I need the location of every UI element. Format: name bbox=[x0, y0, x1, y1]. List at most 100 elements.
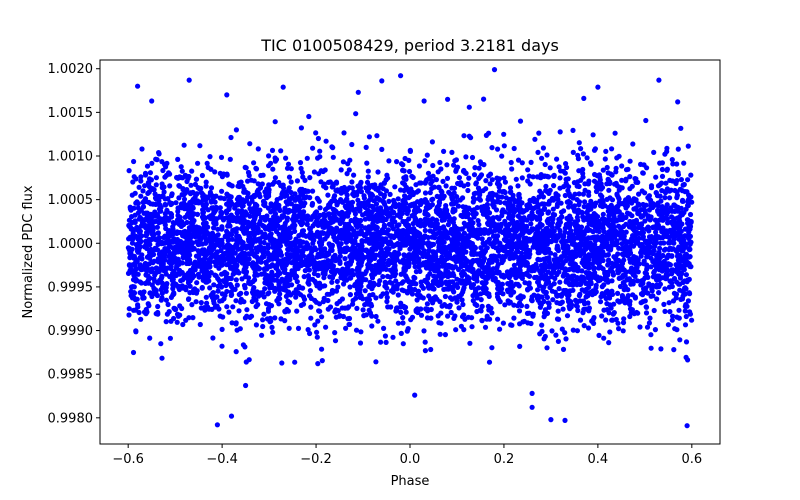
data-point bbox=[178, 278, 184, 284]
data-point bbox=[576, 202, 582, 208]
data-point bbox=[163, 202, 169, 208]
data-point bbox=[438, 310, 444, 316]
data-point bbox=[349, 141, 355, 148]
data-point bbox=[552, 252, 558, 258]
data-point bbox=[350, 301, 356, 307]
data-point bbox=[560, 346, 567, 352]
data-point bbox=[331, 234, 337, 240]
data-point bbox=[153, 182, 159, 188]
data-point bbox=[684, 279, 690, 285]
data-point bbox=[607, 329, 613, 335]
data-point bbox=[142, 280, 149, 286]
data-point bbox=[226, 309, 232, 315]
data-point bbox=[574, 197, 580, 203]
data-point bbox=[664, 148, 670, 155]
data-point bbox=[455, 164, 461, 170]
data-point bbox=[395, 196, 401, 202]
data-point bbox=[361, 193, 367, 199]
data-point bbox=[159, 355, 165, 361]
data-point bbox=[220, 217, 227, 223]
data-point bbox=[437, 159, 443, 166]
data-point bbox=[385, 262, 391, 268]
data-point bbox=[302, 268, 308, 274]
data-point bbox=[575, 307, 581, 314]
data-point bbox=[307, 175, 313, 181]
data-point bbox=[526, 236, 532, 242]
data-point bbox=[629, 307, 636, 313]
data-point bbox=[544, 225, 550, 231]
data-point bbox=[365, 174, 371, 180]
data-point bbox=[306, 113, 312, 120]
data-point bbox=[571, 180, 578, 186]
data-point bbox=[586, 192, 592, 198]
data-point bbox=[229, 236, 235, 242]
data-point bbox=[580, 310, 586, 316]
data-point bbox=[262, 200, 268, 206]
data-point bbox=[683, 313, 689, 320]
data-point bbox=[462, 170, 468, 176]
data-point bbox=[147, 170, 153, 176]
data-point bbox=[246, 357, 252, 363]
data-point bbox=[429, 139, 435, 145]
data-point bbox=[236, 291, 242, 298]
data-point bbox=[568, 228, 574, 234]
data-point bbox=[422, 348, 428, 354]
data-point bbox=[229, 320, 235, 326]
data-point bbox=[230, 304, 236, 310]
data-point bbox=[264, 195, 270, 201]
data-point bbox=[474, 295, 480, 301]
data-point bbox=[294, 178, 300, 184]
data-point bbox=[388, 222, 394, 228]
data-point bbox=[558, 200, 564, 206]
data-point bbox=[592, 146, 599, 152]
data-point bbox=[481, 96, 487, 102]
data-point bbox=[199, 172, 205, 179]
data-point bbox=[188, 224, 194, 230]
data-point bbox=[363, 277, 369, 283]
data-point bbox=[443, 281, 450, 287]
data-point bbox=[574, 328, 581, 334]
data-point bbox=[424, 301, 430, 307]
data-point bbox=[210, 335, 216, 341]
data-point bbox=[447, 295, 453, 301]
data-point bbox=[400, 320, 406, 326]
data-point bbox=[395, 292, 401, 298]
data-point bbox=[664, 167, 670, 173]
data-point bbox=[560, 306, 566, 312]
data-point bbox=[596, 332, 602, 338]
data-point bbox=[442, 293, 448, 300]
data-point bbox=[539, 155, 545, 161]
data-point bbox=[517, 321, 523, 327]
data-point bbox=[505, 226, 511, 232]
data-point bbox=[357, 294, 363, 300]
data-point bbox=[674, 161, 680, 167]
data-point bbox=[689, 317, 695, 323]
data-point bbox=[233, 349, 239, 355]
data-point bbox=[544, 345, 550, 351]
data-point bbox=[344, 192, 350, 198]
data-point bbox=[616, 187, 622, 193]
data-point bbox=[288, 201, 294, 207]
data-point bbox=[499, 189, 506, 195]
data-point bbox=[181, 196, 188, 202]
data-point bbox=[369, 192, 376, 199]
data-point bbox=[621, 233, 627, 239]
data-point bbox=[272, 119, 278, 125]
data-point bbox=[648, 185, 655, 191]
data-point bbox=[154, 224, 160, 230]
data-point bbox=[414, 189, 420, 195]
data-point bbox=[299, 249, 305, 256]
data-point bbox=[262, 217, 268, 223]
data-point bbox=[527, 285, 534, 291]
data-point bbox=[557, 129, 563, 135]
data-point bbox=[340, 159, 346, 165]
data-point bbox=[642, 190, 648, 196]
data-point bbox=[559, 265, 565, 271]
data-point bbox=[483, 132, 489, 138]
data-point bbox=[384, 290, 390, 296]
data-point bbox=[305, 327, 311, 333]
data-point bbox=[494, 237, 500, 244]
data-point bbox=[440, 178, 446, 184]
data-point bbox=[319, 346, 325, 352]
data-point bbox=[495, 316, 501, 322]
